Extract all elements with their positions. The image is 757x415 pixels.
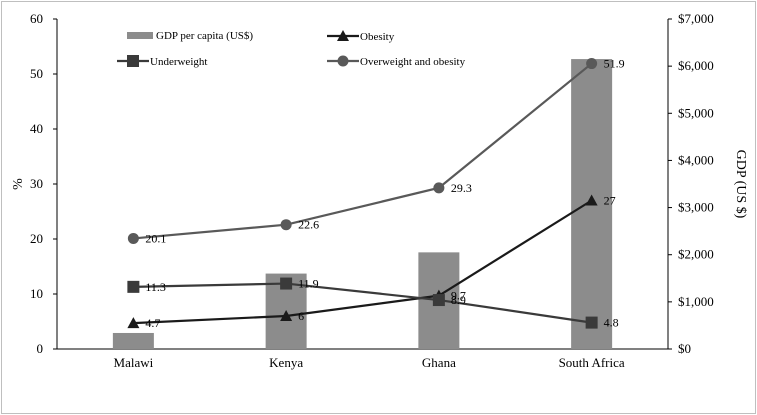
y-axis-label: % — [11, 178, 26, 190]
series-point-square — [280, 277, 293, 290]
legend-label-gdp: GDP per capita (US$) — [156, 30, 253, 42]
category-label: South Africa — [559, 355, 625, 370]
right-tick-label: $2,000 — [678, 247, 714, 262]
series-point-square — [127, 280, 140, 293]
data-label-square: 4.8 — [604, 316, 619, 330]
left-tick-label: 40 — [30, 121, 43, 136]
right-tick-label: $3,000 — [678, 200, 714, 215]
gdp-bars — [112, 59, 613, 349]
legend-marker-square — [127, 55, 139, 67]
data-label-circle: 20.1 — [145, 231, 166, 245]
data-label-square: 8.9 — [451, 293, 466, 307]
left-tick-label: 50 — [30, 66, 43, 81]
legend-marker-triangle — [337, 30, 349, 41]
data-label-triangle: 9.7 — [451, 289, 466, 303]
left-tick-label: 60 — [30, 11, 43, 26]
left-tick-label: 20 — [30, 231, 43, 246]
category-label: Ghana — [422, 355, 456, 370]
left-tick-label: 0 — [37, 341, 44, 356]
right-tick-labels: $0 $1,000 $2,000 $3,000 $4,000 $5,000 $6,000 $7… — [668, 11, 714, 356]
left-tick-label: 30 — [30, 176, 43, 191]
legend-label-square: Underweight — [150, 56, 207, 68]
data-label-square: 11.9 — [298, 277, 319, 291]
data-label-square: 11.3 — [145, 280, 166, 294]
series-point-square — [585, 316, 598, 329]
right-tick-label: $5,000 — [678, 105, 714, 120]
right-tick-label: $4,000 — [678, 152, 714, 167]
right-tick-label: $0 — [678, 341, 691, 356]
gdp-bar — [112, 332, 154, 349]
series-point-triangle — [280, 310, 293, 321]
data-label-triangle: 6 — [298, 309, 304, 323]
left-tick-label: 10 — [30, 286, 43, 301]
data-label-triangle: 27 — [604, 194, 616, 208]
series-point-circle — [586, 58, 598, 70]
data-label-circle: 29.3 — [451, 181, 472, 195]
series-point-circle — [433, 182, 445, 194]
series-point-circle — [127, 232, 139, 244]
right-tick-label: $6,000 — [678, 58, 714, 73]
left-tick-labels: 0 10 20 30 40 50 60 — [30, 11, 57, 356]
right-tick-label: $1,000 — [678, 294, 714, 309]
line-series: 4.7 6 9.7 27 11.3 11.9 8.9 4.8 20.1 22.6 29.3 51.9 — [127, 57, 625, 330]
category-label: Malawi — [114, 355, 154, 370]
series-point-square — [432, 294, 445, 307]
legend-label-triangle: Obesity — [360, 31, 395, 43]
data-label-triangle: 4.7 — [145, 316, 160, 330]
legend-marker-circle — [337, 55, 349, 67]
series-line-triangle — [133, 199, 593, 325]
legend: GDP per capita (US$) Obesity Underweight Ov… — [117, 30, 466, 68]
series-point-triangle — [585, 194, 598, 206]
series-point-triangle — [127, 317, 140, 329]
series-line-circle — [133, 62, 593, 240]
data-label-circle: 51.9 — [604, 57, 625, 71]
category-labels: Malawi Kenya Ghana South Africa — [114, 355, 625, 370]
data-label-circle: 22.6 — [298, 218, 319, 232]
legend-swatch-gdp — [127, 32, 153, 39]
y2-axis-label: GDP (US $) — [733, 150, 748, 219]
legend-label-circle: Overweight and obesity — [360, 56, 466, 68]
category-label: Kenya — [269, 355, 303, 370]
series-point-circle — [280, 219, 292, 231]
series-line-square — [133, 282, 592, 324]
right-tick-label: $7,000 — [678, 11, 714, 26]
